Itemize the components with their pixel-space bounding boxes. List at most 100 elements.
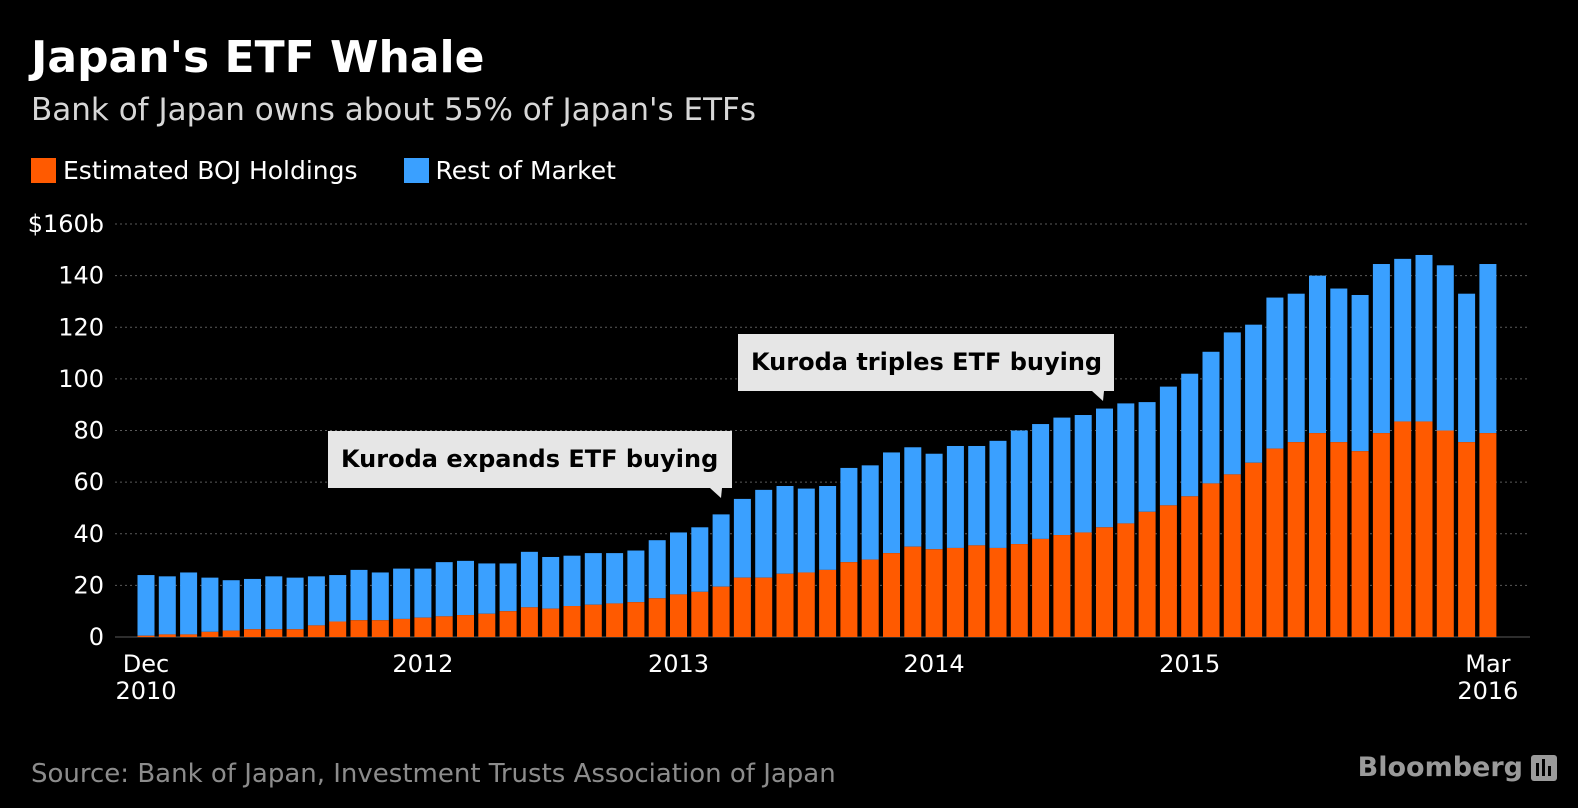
bar-boj-holdings [1117, 523, 1135, 637]
bar-boj-holdings [414, 617, 432, 637]
x-tick-label: 2014 [904, 650, 965, 678]
bars [137, 254, 1497, 637]
bar-rest-of-market [776, 485, 794, 574]
x-tick-label: 2015 [1159, 650, 1220, 678]
bar-rest-of-market [520, 551, 538, 608]
bar-rest-of-market [691, 527, 709, 592]
bar-rest-of-market [414, 568, 432, 618]
x-tick-label: Mar [1465, 650, 1510, 678]
y-tick-label: 140 [58, 262, 104, 290]
bar-rest-of-market [883, 452, 900, 554]
bar-boj-holdings [606, 603, 624, 637]
bar-rest-of-market [946, 445, 964, 548]
bar-boj-holdings [222, 630, 240, 637]
legend-item-boj: Estimated BOJ Holdings [31, 156, 358, 185]
bar-boj-holdings [840, 562, 858, 637]
chart-subtitle: Bank of Japan owns about 55% of Japan's … [31, 92, 757, 128]
bar-rest-of-market [542, 556, 560, 609]
bar-rest-of-market [393, 568, 411, 619]
bar-boj-holdings [307, 625, 325, 637]
bar-rest-of-market [904, 447, 922, 547]
bar-boj-holdings [1138, 511, 1156, 637]
bar-boj-holdings [542, 608, 560, 637]
bar-boj-holdings [393, 618, 411, 637]
bar-rest-of-market [1394, 258, 1412, 422]
y-tick-label: 100 [58, 365, 104, 393]
bar-rest-of-market [1479, 264, 1497, 434]
bar-boj-holdings [1053, 535, 1071, 637]
y-tick-label: 0 [89, 623, 104, 651]
bar-rest-of-market [478, 563, 496, 614]
source-note: Source: Bank of Japan, Investment Trusts… [31, 759, 836, 789]
y-tick-label: 20 [73, 571, 104, 599]
bar-rest-of-market [1117, 403, 1135, 524]
annotation-text: Kuroda expands ETF buying [341, 445, 718, 473]
bar-boj-holdings [1415, 421, 1433, 637]
bar-boj-holdings [946, 547, 964, 637]
bar-boj-holdings [1245, 462, 1263, 637]
x-tick-label: Dec [123, 650, 169, 678]
bar-boj-holdings [1181, 496, 1199, 637]
y-tick-label: 80 [73, 417, 104, 445]
legend: Estimated BOJ Holdings Rest of Market [31, 152, 662, 188]
legend-item-rest: Rest of Market [403, 155, 616, 185]
bar-rest-of-market [1245, 324, 1263, 463]
bar-boj-holdings [435, 616, 453, 637]
bar-boj-holdings [733, 577, 751, 637]
bar-boj-holdings [776, 573, 794, 637]
bar-rest-of-market [627, 550, 645, 603]
legend-swatch-rest [403, 157, 429, 183]
bar-boj-holdings [350, 620, 368, 637]
annotation-box [738, 334, 1114, 391]
bar-boj-holdings [861, 559, 879, 637]
bar-boj-holdings [371, 620, 389, 637]
x-tick-label: 2013 [648, 650, 709, 678]
bar-boj-holdings [797, 572, 815, 637]
bar-rest-of-market [1032, 424, 1050, 539]
bar-rest-of-market [1074, 415, 1092, 533]
bar-rest-of-market [861, 465, 879, 560]
legend-swatch-boj [31, 157, 56, 183]
bar-rest-of-market [180, 572, 198, 635]
bar-boj-holdings [286, 629, 304, 637]
bar-boj-holdings [819, 569, 837, 637]
bar-boj-holdings [1287, 442, 1305, 637]
bar-boj-holdings [712, 586, 730, 637]
bar-rest-of-market [1415, 254, 1433, 422]
bar-rest-of-market [1458, 293, 1476, 443]
bar-boj-holdings [904, 546, 922, 637]
bar-boj-holdings [627, 602, 645, 637]
bar-rest-of-market [712, 514, 730, 587]
bar-boj-holdings [1074, 532, 1092, 637]
bar-rest-of-market [755, 489, 773, 578]
bar-boj-holdings [244, 629, 261, 637]
bar-rest-of-market [499, 563, 517, 612]
bar-boj-holdings [563, 606, 581, 637]
y-tick-label: 60 [73, 468, 104, 496]
bar-boj-holdings [1223, 474, 1241, 637]
brand-name: Bloomberg [1357, 752, 1523, 783]
annotation-pointer [710, 488, 722, 498]
bar-rest-of-market [1010, 430, 1028, 545]
annotations: Kuroda expands ETF buying Kuroda triples … [328, 334, 1114, 498]
bar-rest-of-market [1181, 373, 1199, 497]
annotation-callout: Kuroda triples ETF buying [738, 334, 1114, 401]
bar-boj-holdings [1159, 505, 1177, 637]
bar-rest-of-market [286, 577, 304, 630]
bar-rest-of-market [435, 562, 453, 617]
bar-rest-of-market [819, 485, 837, 570]
bar-boj-holdings [1394, 421, 1412, 637]
bar-rest-of-market [1053, 417, 1071, 536]
bar-boj-holdings [968, 545, 986, 637]
bar-boj-holdings [180, 634, 198, 637]
bar-rest-of-market [968, 445, 986, 546]
legend-label-rest: Rest of Market [435, 155, 616, 185]
bar-boj-holdings [1202, 483, 1220, 637]
bar-boj-holdings [691, 591, 709, 637]
x-tick-sublabel: 2016 [1457, 677, 1518, 705]
bar-rest-of-market [158, 576, 176, 635]
annotation-pointer [1092, 391, 1104, 401]
x-tick-sublabel: 2010 [115, 677, 176, 705]
